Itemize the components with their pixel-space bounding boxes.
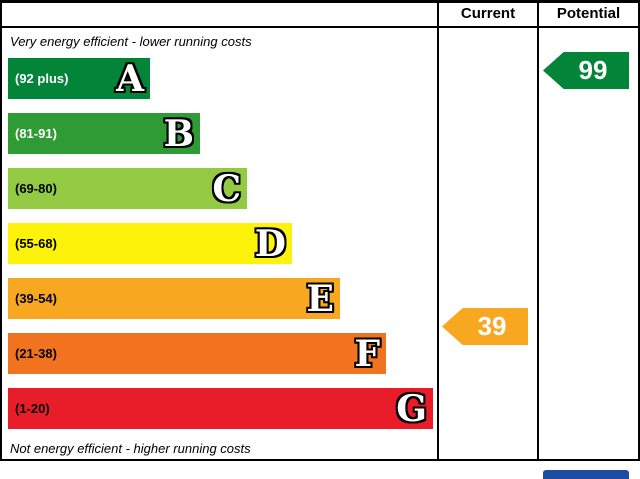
bottom-border <box>0 459 640 461</box>
band-g: (1-20) G <box>8 388 433 429</box>
band-g-range: (1-20) <box>15 401 50 416</box>
top-border <box>0 0 640 3</box>
potential-column-header: Potential <box>556 5 621 22</box>
current-rating-value: 39 <box>477 311 507 341</box>
current-column-divider <box>437 0 439 461</box>
bottom-caption: Not energy efficient - higher running co… <box>10 441 251 456</box>
band-a-range: (92 plus) <box>15 71 69 86</box>
potential-rating-arrow: 99 <box>543 52 629 89</box>
band-d-range: (55-68) <box>15 236 57 251</box>
band-e-letter: E <box>306 277 334 320</box>
band-f: (21-38) F <box>8 333 386 374</box>
band-b-letter: B <box>163 112 194 155</box>
right-border <box>638 0 640 461</box>
band-g-letter: G <box>396 387 427 430</box>
current-rating-arrow: 39 <box>442 308 528 345</box>
band-e-range: (39-54) <box>15 291 57 306</box>
band-c-range: (69-80) <box>15 181 57 196</box>
band-a: (92 plus) A <box>8 58 150 99</box>
eu-flag-partial <box>543 470 629 479</box>
band-b-range: (81-91) <box>15 126 57 141</box>
band-e: (39-54) E <box>8 278 340 319</box>
band-c: (69-80) C <box>8 168 247 209</box>
band-d-letter: D <box>254 222 286 265</box>
potential-column-divider <box>537 0 539 461</box>
band-d: (55-68) D <box>8 223 292 264</box>
band-c-letter: C <box>212 167 241 210</box>
band-b: (81-91) B <box>8 113 200 154</box>
current-column-header: Current <box>460 5 516 22</box>
top-caption: Very energy efficient - lower running co… <box>10 34 252 49</box>
potential-rating-value: 99 <box>578 55 608 85</box>
left-border <box>0 0 2 461</box>
band-a-letter: A <box>116 57 144 100</box>
band-f-range: (21-38) <box>15 346 57 361</box>
header-underline <box>0 26 640 28</box>
band-f-letter: F <box>354 332 380 375</box>
